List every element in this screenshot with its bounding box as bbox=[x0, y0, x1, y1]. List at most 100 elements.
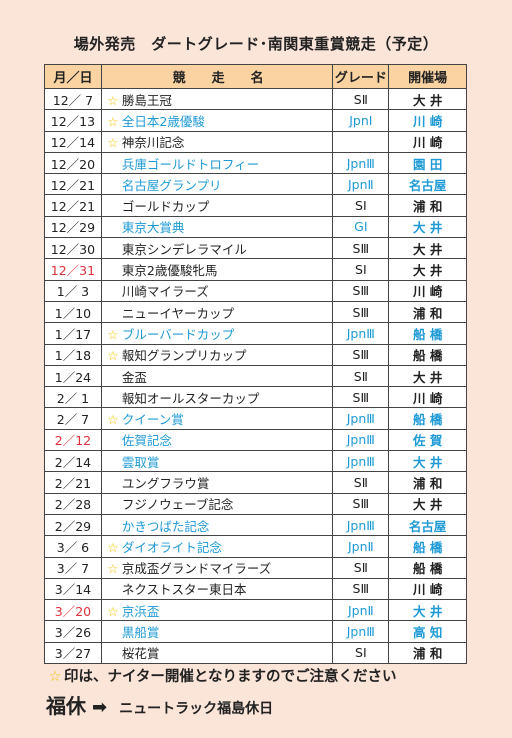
race-name: ダイオライト記念 bbox=[121, 539, 222, 555]
race-cell: ☆ 京浜盃 bbox=[100, 599, 334, 622]
date-cell: 2／29 bbox=[44, 513, 102, 537]
night-star: ☆ bbox=[107, 348, 119, 364]
venue-cell: 船 橋 bbox=[388, 343, 467, 366]
grade-cell: JpnⅢ bbox=[332, 513, 390, 537]
grade-cell: SⅢ bbox=[332, 577, 390, 601]
grade-cell: JpnⅢ bbox=[332, 620, 390, 643]
date-cell: 3／ 7 bbox=[44, 556, 102, 579]
race-name: 京成盃グランドマイラーズ bbox=[121, 561, 272, 577]
grade-cell: SⅢ bbox=[332, 386, 390, 409]
venue-cell: 佐 賀 bbox=[388, 428, 467, 452]
race-row: 2／28 フジノウェーブ記念 SⅢ 大 井 bbox=[44, 492, 467, 515]
date-cell: 1／10 bbox=[44, 300, 102, 324]
race-name: フジノウェーブ記念 bbox=[121, 497, 234, 513]
race-cell: 東京大賞典 bbox=[100, 215, 334, 239]
race-cell: 報知オールスターカップ bbox=[100, 386, 334, 409]
header-cell: 開催場 bbox=[388, 64, 467, 89]
venue-cell: 大 井 bbox=[388, 450, 467, 473]
race-row: 3／20 ☆ 京浜盃 JpnⅡ 大 井 bbox=[44, 599, 467, 622]
night-star: ☆ bbox=[107, 326, 119, 342]
date-cell: 2／ 7 bbox=[44, 407, 102, 430]
race-name: 報知グランプリカップ bbox=[121, 348, 247, 364]
race-name: 桜花賞 bbox=[121, 646, 160, 662]
venue-cell: 大 井 bbox=[388, 87, 467, 111]
date-cell: 3／27 bbox=[44, 641, 102, 665]
race-row: 1／17 ☆ ブルーバードカップ JpnⅢ 船 橋 bbox=[44, 322, 467, 345]
race-cell: 金盃 bbox=[100, 364, 334, 388]
race-row: 12／ 7 ☆ 勝島王冠 SⅡ 大 井 bbox=[44, 87, 467, 111]
race-cell: 東京2歳優駿牝馬 bbox=[100, 258, 334, 281]
grade-cell: JpnⅠ bbox=[332, 109, 390, 132]
night-star: ☆ bbox=[107, 135, 119, 151]
race-row: 12／30 東京シンデレラマイル SⅢ 大 井 bbox=[44, 237, 467, 260]
race-row: 12／29 東京大賞典 GⅠ 大 井 bbox=[44, 215, 467, 239]
race-row: 3／26 黒船賞 JpnⅢ 高 知 bbox=[44, 620, 467, 643]
venue-cell: 高 知 bbox=[388, 620, 467, 643]
venue-cell: 浦 和 bbox=[388, 300, 467, 324]
note-star: ☆ bbox=[48, 669, 62, 685]
grade-cell: JpnⅡ bbox=[332, 173, 390, 196]
date-cell: 12／13 bbox=[44, 109, 102, 132]
race-name: 東京大賞典 bbox=[121, 220, 185, 236]
race-row: 12／13 ☆ 全日本2歳優駿 JpnⅠ 川 崎 bbox=[44, 109, 467, 132]
race-name: 京浜盃 bbox=[121, 603, 160, 619]
race-cell: ユングフラウ賞 bbox=[100, 471, 334, 494]
venue-cell: 川 崎 bbox=[388, 577, 467, 601]
race-cell: 黒船賞 bbox=[100, 620, 334, 643]
venue-cell: 船 橋 bbox=[388, 407, 467, 430]
schedule-table: 月／日競 走 名グレード 開催場 12／ 7 ☆ 勝島王冠 SⅡ 大 井 12／13 ☆ 全日本… bbox=[44, 64, 467, 665]
race-cell: ニューイヤーカップ bbox=[100, 300, 334, 324]
venue-cell: 大 井 bbox=[388, 599, 467, 622]
venue-cell: 浦 和 bbox=[388, 471, 467, 494]
race-row: 3／14 ネクストスター東日本 SⅢ 川 崎 bbox=[44, 577, 467, 601]
date-cell: 1／ 3 bbox=[44, 279, 102, 302]
night-star: ☆ bbox=[107, 603, 119, 619]
grade-cell: SⅢ bbox=[332, 300, 390, 324]
race-cell: 佐賀記念 bbox=[100, 428, 334, 452]
date-cell: 1／24 bbox=[44, 364, 102, 388]
venue-cell: 園 田 bbox=[388, 151, 467, 175]
venue-cell: 浦 和 bbox=[388, 641, 467, 665]
grade-cell: JpnⅡ bbox=[332, 535, 390, 558]
grade-cell: JpnⅢ bbox=[332, 151, 390, 175]
header-cell: グレード bbox=[332, 64, 390, 89]
race-name: かきつばた記念 bbox=[121, 518, 210, 534]
date-cell: 12／21 bbox=[44, 173, 102, 196]
date-cell: 12／29 bbox=[44, 215, 102, 239]
race-name: 金盃 bbox=[121, 369, 147, 385]
date-cell: 1／17 bbox=[44, 322, 102, 345]
race-name: 名古屋グランプリ bbox=[121, 177, 222, 193]
race-row: 12／20 兵庫ゴールドトロフィー JpnⅢ 園 田 bbox=[44, 151, 467, 175]
race-cell: 東京シンデレラマイル bbox=[100, 237, 334, 260]
race-name: 神奈川記念 bbox=[121, 135, 185, 151]
date-cell: 12／20 bbox=[44, 151, 102, 175]
race-row: 1／10 ニューイヤーカップ SⅢ 浦 和 bbox=[44, 300, 467, 324]
date-cell: 2／14 bbox=[44, 450, 102, 473]
header-cell: 競 走 名 bbox=[100, 64, 334, 89]
venue-cell: 大 井 bbox=[388, 492, 467, 515]
night-star: ☆ bbox=[107, 561, 119, 577]
header-row: 月／日競 走 名グレード 開催場 bbox=[44, 64, 467, 89]
grade-cell: SⅡ bbox=[332, 87, 390, 111]
note: ☆ 印は、ナイター開催となりますのでご注意ください bbox=[46, 665, 397, 686]
race-row: 2／ 1 報知オールスターカップ SⅢ 川 崎 bbox=[44, 386, 467, 409]
race-cell: ☆ 神奈川記念 bbox=[100, 130, 334, 153]
grade-cell: JpnⅢ bbox=[332, 407, 390, 430]
date-cell: 2／28 bbox=[44, 492, 102, 515]
race-row: 2／29 かきつばた記念 JpnⅢ 名古屋 bbox=[44, 513, 467, 537]
date-cell: 12／ 7 bbox=[44, 87, 102, 111]
venue-cell: 船 橋 bbox=[388, 322, 467, 345]
race-row: 2／ 7 ☆ クイーン賞 JpnⅢ 船 橋 bbox=[44, 407, 467, 430]
date-cell: 3／26 bbox=[44, 620, 102, 643]
race-row: 1／18 ☆ 報知グランプリカップ SⅢ 船 橋 bbox=[44, 343, 467, 366]
race-name: 兵庫ゴールドトロフィー bbox=[121, 156, 260, 172]
date-cell: 12／30 bbox=[44, 237, 102, 260]
race-cell: かきつばた記念 bbox=[100, 513, 334, 537]
grade-cell: SⅡ bbox=[332, 556, 390, 579]
grade-cell: JpnⅢ bbox=[332, 450, 390, 473]
race-name: 全日本2歳優駿 bbox=[121, 113, 205, 129]
venue-cell: 浦 和 bbox=[388, 194, 467, 217]
venue-cell: 名古屋 bbox=[388, 173, 467, 196]
date-cell: 3／14 bbox=[44, 577, 102, 601]
race-cell: ☆ 報知グランプリカップ bbox=[100, 343, 334, 366]
